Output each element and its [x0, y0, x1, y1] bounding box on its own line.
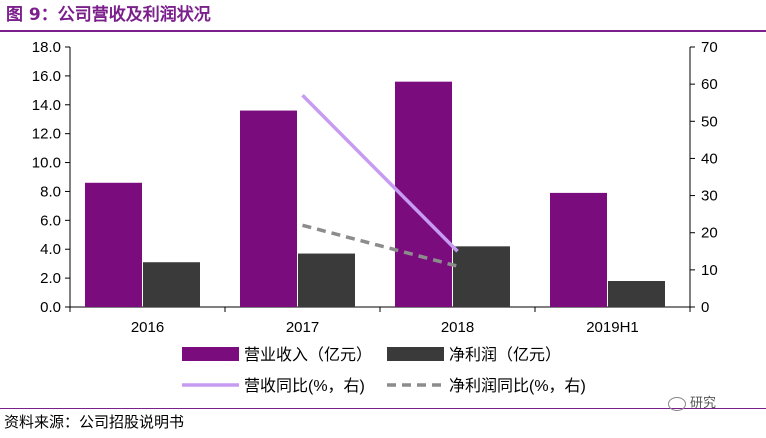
legend-swatch: [387, 347, 444, 361]
revenue-bar: [395, 81, 452, 308]
figure-title: 图 9：公司营收及利润状况: [6, 5, 211, 25]
title-rule: [0, 30, 766, 32]
right-tick-label: 10: [701, 262, 718, 279]
profit-bar: [143, 262, 200, 307]
left-tick-label: 6.0: [40, 212, 61, 229]
revenue-bar: [85, 182, 142, 307]
x-tick-label: 2017: [286, 319, 319, 336]
left-tick-label: 2.0: [40, 270, 61, 287]
x-tick-label: 2018: [441, 319, 474, 336]
revenue-profit-chart: 0.0 2.0 4.0 6.0 8.0 10.0 12.0 14.0 16.0 18.0 0 10 20…: [32, 39, 718, 395]
source-note: 资料来源：公司招股说明书: [4, 413, 185, 431]
right-tick-label: 50: [701, 113, 718, 130]
left-tick-label: 0.0: [40, 299, 61, 316]
revenue-yoy-line: [301, 94, 459, 253]
right-tick-label: 40: [701, 150, 718, 167]
legend-label: 净利润（亿元）: [449, 346, 561, 364]
right-tick-label: 0: [701, 299, 709, 316]
watermark: 研究: [668, 394, 716, 414]
right-tick-label: 60: [701, 76, 718, 93]
right-tick-label: 30: [701, 188, 718, 205]
x-tick-label: 2019H1: [586, 319, 639, 336]
legend-label: 净利润同比(%，右): [449, 377, 586, 395]
right-tick-label: 70: [701, 39, 718, 56]
left-tick-label: 18.0: [32, 39, 61, 56]
profit-yoy-line: [302, 223, 458, 268]
left-tick-label: 16.0: [32, 68, 61, 85]
left-tick-label: 14.0: [32, 97, 61, 114]
wechat-icon: [668, 396, 686, 411]
right-tick-label: 20: [701, 225, 718, 242]
legend-swatch: [182, 347, 239, 361]
left-tick-label: 10.0: [32, 155, 61, 172]
legend-label: 营业收入（亿元）: [244, 346, 372, 364]
profit-bar: [453, 246, 510, 307]
profit-bar: [608, 281, 665, 307]
x-tick-label: 2016: [131, 319, 164, 336]
left-tick-label: 4.0: [40, 241, 61, 258]
legend-label: 营收同比(%，右): [244, 377, 365, 395]
left-tick-label: 12.0: [32, 126, 61, 143]
left-tick-label: 8.0: [40, 183, 61, 200]
revenue-bar: [240, 110, 297, 307]
watermark-text: 研究: [690, 396, 717, 411]
revenue-bar: [550, 192, 607, 307]
footer-rule: [0, 408, 766, 409]
profit-bar: [298, 253, 355, 307]
